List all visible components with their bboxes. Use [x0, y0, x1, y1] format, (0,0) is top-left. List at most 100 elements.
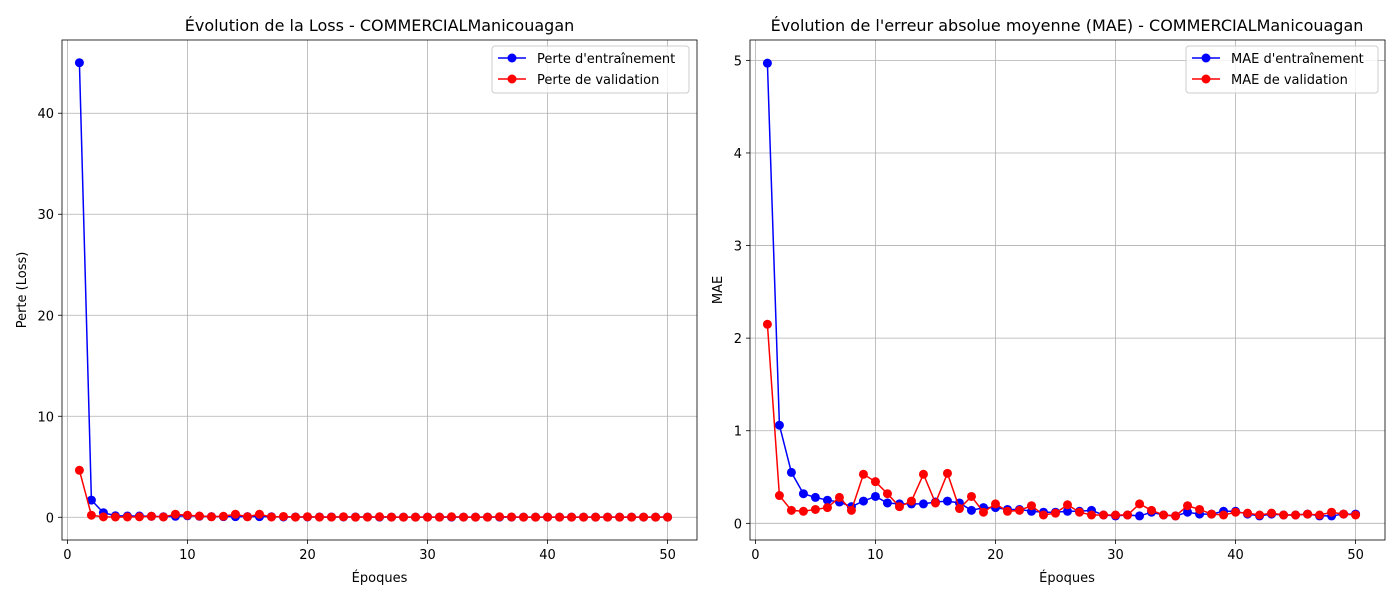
mae-series-0-point [870, 491, 880, 501]
loss-series-1-point [206, 512, 216, 522]
mae-axes-frame [749, 39, 1386, 541]
loss-series-1-point [182, 510, 192, 520]
mae-series-1-point [1014, 505, 1024, 515]
loss-series-1-point [290, 512, 300, 522]
mae-series-1-point [870, 477, 880, 487]
mae-x-axis-label: Époques [1039, 570, 1095, 586]
mae-series-1-point [1111, 510, 1121, 520]
loss-series-1-point [579, 512, 589, 522]
mae-series-1-point [1099, 510, 1109, 520]
mae-series-1-point [786, 505, 796, 515]
mae-series-1-point [1147, 505, 1157, 515]
mae-series-1-point [846, 505, 856, 515]
loss-series-1-point [435, 512, 445, 522]
mae-series-1-point [858, 469, 868, 479]
loss-series-0-point [74, 58, 84, 68]
loss-series-1-point [507, 512, 517, 522]
mae-series-0-point [1183, 507, 1193, 517]
loss-series-1-point [399, 512, 409, 522]
loss-x-axis-label: Époques [352, 570, 408, 586]
mae-series-1-point [978, 507, 988, 517]
mae-series-1-point [906, 496, 916, 506]
mae-y-tick-label: 4 [734, 147, 742, 162]
loss-series-1-point [543, 512, 553, 522]
mae-series-1-point [1087, 510, 1097, 520]
loss-series-1-point [375, 512, 384, 522]
loss-series-1-point [651, 512, 661, 522]
mae-plot-area: 0 10 20 30 40 50 0 1 2 3 4 5 [734, 39, 1386, 563]
loss-series-1-point [567, 512, 577, 522]
loss-series-1-point [338, 512, 348, 522]
mae-legend-box [1185, 45, 1379, 94]
mae-series-1-point [1171, 511, 1181, 521]
mae-series-1-point [762, 319, 772, 329]
loss-series-1-point [302, 512, 312, 522]
mae-x-tick-label: 10 [867, 548, 884, 563]
loss-series-1-point [495, 512, 505, 522]
mae-series-1-point [1038, 510, 1048, 520]
mae-series-1-point [1243, 508, 1253, 518]
mae-series-1-point [1195, 504, 1205, 514]
mae-series-1-point [930, 498, 940, 508]
loss-series-1-point [218, 511, 228, 521]
loss-series-1-line [78, 470, 668, 518]
mae-y-tick-label: 3 [734, 240, 742, 255]
mae-chart-title: Évolution de l'erreur absolue moyenne (M… [771, 16, 1364, 35]
mae-series-1-point [990, 499, 1000, 509]
mae-series-0-point [798, 489, 808, 499]
loss-y-axis-label: Perte (Loss) [15, 252, 30, 329]
mae-legend: MAE d'entraînement MAE de validation [1185, 45, 1379, 94]
loss-x-tick-label: 10 [179, 548, 196, 563]
loss-series-1-point [447, 512, 457, 522]
mae-series-1-point [1351, 510, 1361, 520]
loss-series-1-point [387, 512, 396, 522]
loss-series-1-point [471, 512, 481, 522]
loss-series-1-point [230, 509, 240, 519]
loss-series-1-point [110, 512, 120, 522]
loss-x-tick-label: 0 [63, 548, 71, 563]
loss-plot-area: 0 10 20 30 40 50 0 10 20 30 40 [37, 39, 698, 563]
loss-series-1-point [134, 512, 144, 522]
mae-series-0-point [762, 58, 772, 68]
mae-series-1-point [1075, 507, 1084, 517]
mae-series-1-point [954, 504, 964, 514]
loss-series-1-point [627, 512, 637, 522]
loss-axes-frame [61, 39, 698, 541]
mae-series-0-line [766, 63, 1356, 517]
mae-series-1-point [1026, 501, 1036, 511]
mae-series-1-point [1327, 507, 1337, 517]
chart-mae: Évolution de l'erreur absolue moyenne (M… [711, 16, 1386, 586]
loss-y-tick-label: 40 [37, 107, 54, 122]
loss-x-tick-label: 40 [539, 548, 556, 563]
loss-y-tick-label: 0 [46, 511, 54, 526]
mae-series-0-point [966, 505, 976, 515]
loss-y-tick-label: 20 [37, 309, 54, 324]
mae-series-1-point [1135, 499, 1145, 509]
loss-series-1-point [74, 465, 84, 475]
loss-legend-box [491, 45, 690, 94]
mae-legend-train-marker [1201, 53, 1211, 63]
loss-x-tick-label: 20 [299, 548, 316, 563]
mae-series-1-point [1303, 509, 1313, 519]
mae-y-tick-label: 1 [734, 425, 742, 440]
chart-loss: Évolution de la Loss - COMMERCIALManicou… [15, 16, 698, 586]
mae-x-tick-label: 20 [987, 548, 1004, 563]
mae-series-0-point [774, 420, 784, 430]
mae-series-0-point [1063, 506, 1072, 516]
loss-series-1-point [423, 512, 433, 522]
loss-series-1-point [603, 512, 613, 522]
loss-series-1-point [531, 512, 541, 522]
loss-legend-val-marker [507, 74, 517, 84]
mae-legend-val-label: MAE de validation [1231, 73, 1348, 88]
loss-series-1-point [146, 511, 156, 521]
loss-series-1-point [314, 512, 324, 522]
mae-series-1-point [1207, 509, 1217, 519]
mae-legend-val-marker [1201, 74, 1211, 84]
mae-series-1-point [1339, 509, 1349, 519]
loss-series-1-point [555, 512, 565, 522]
loss-series-1-point [411, 512, 421, 522]
mae-series-1-point [1267, 508, 1277, 518]
loss-series-1-point [663, 512, 673, 522]
mae-series-1-point [918, 469, 928, 479]
